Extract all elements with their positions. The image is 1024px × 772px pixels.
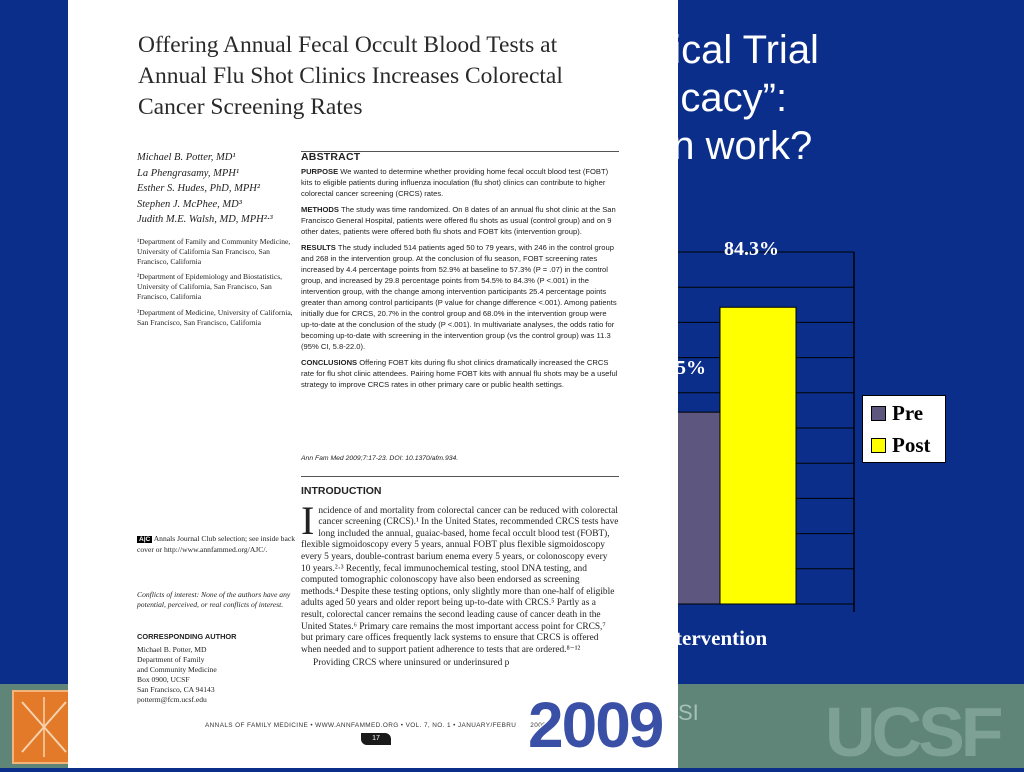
- abstract-methods: METHODS The study was time randomized. O…: [301, 204, 619, 237]
- legend-label-post: Post: [892, 432, 931, 457]
- citation: Ann Fam Med 2009;7:17-23. DOI: 10.1370/a…: [301, 455, 459, 462]
- purpose-label: PURPOSE: [301, 167, 339, 176]
- left-logo-icon: [12, 690, 76, 764]
- legend-label-pre: Pre: [892, 400, 924, 425]
- author-list: Michael B. Potter, MD¹ La Phengrasamy, M…: [137, 150, 297, 228]
- corresponding-author: CORRESPONDING AUTHOR Michael B. Potter, …: [137, 632, 297, 705]
- results-text: The study included 514 patients aged 50 …: [301, 243, 617, 351]
- ucsf-logo: UCSF: [825, 693, 1004, 771]
- legend-swatch-pre: [871, 405, 886, 421]
- abstract-results: RESULTS The study included 514 patients …: [301, 242, 619, 352]
- footer-tag: SI: [678, 700, 699, 725]
- abstract-purpose: PURPOSE We wanted to determine whether p…: [301, 166, 619, 199]
- intro-heading: INTRODUCTION: [301, 485, 382, 497]
- purpose-text: We wanted to determine whether providing…: [301, 167, 609, 198]
- affiliation: ¹Department of Family and Community Medi…: [137, 237, 291, 266]
- ajc-badge-icon: A|C: [137, 536, 153, 543]
- conclusions-text: Offering FOBT kits during flu shot clini…: [301, 358, 618, 389]
- drop-cap: I: [301, 497, 315, 543]
- author: Michael B. Potter, MD¹: [137, 152, 236, 163]
- methods-label: METHODS: [301, 205, 339, 214]
- article-title: Offering Annual Fecal Occult Blood Tests…: [138, 32, 563, 120]
- journal-club-note: A|C Annals Journal Club selection; see i…: [137, 534, 297, 555]
- bar-post: [719, 306, 797, 605]
- author: Stephen J. McPhee, MD³: [137, 198, 242, 210]
- page-number: 17: [361, 733, 391, 745]
- journal-club-text: Annals Journal Club selection; see insid…: [137, 534, 295, 554]
- affiliation: ³Department of Medicine, University of C…: [137, 308, 293, 327]
- year-overlay: 2009: [528, 689, 664, 761]
- journal-article-page: Offering Annual Fecal Occult Blood Tests…: [68, 0, 678, 768]
- conflicts-note: Conflicts of interest: None of the autho…: [137, 590, 291, 609]
- abstract-conclusions: CONCLUSIONS Offering FOBT kits during fl…: [301, 357, 619, 390]
- bar-chart: [640, 238, 900, 668]
- intro-text: ncidence of and mortality from colorecta…: [301, 505, 619, 655]
- journal-footer: ANNALS OF FAMILY MEDICINE • WWW.ANNFAMME…: [205, 722, 546, 729]
- data-label-pre: 5%: [676, 357, 706, 379]
- x-axis-label: tervention: [675, 626, 768, 650]
- abstract-rule: [301, 151, 619, 152]
- chart-legend: Pre Post: [862, 395, 946, 463]
- legend-swatch-post: [871, 437, 886, 453]
- affiliation: ²Department of Epidemiology and Biostati…: [137, 272, 283, 301]
- footer-text: ANNALS OF FAMILY MEDICINE • WWW.ANNFAMME…: [205, 722, 517, 729]
- results-label: RESULTS: [301, 243, 336, 252]
- corr-details: Michael B. Potter, MD Department of Fami…: [137, 645, 217, 704]
- legend-item-post: Post: [871, 432, 931, 458]
- intro-rule: [301, 476, 619, 477]
- author: La Phengrasamy, MPH¹: [137, 167, 240, 179]
- chart-svg: [640, 251, 855, 612]
- corr-heading: CORRESPONDING AUTHOR: [137, 632, 237, 641]
- intro-tail: Providing CRCS where uninsured or underi…: [313, 658, 510, 669]
- conclusions-label: CONCLUSIONS: [301, 358, 358, 367]
- footer-year: 2009: [530, 722, 547, 729]
- legend-item-pre: Pre: [871, 400, 923, 426]
- data-label-post: 84.3%: [724, 238, 779, 260]
- methods-text: The study was time randomized. On 8 date…: [301, 205, 616, 236]
- author: Judith M.E. Walsh, MD, MPH²·³: [137, 214, 273, 225]
- abstract: ABSTRACT PURPOSE We wanted to determine …: [301, 152, 619, 395]
- author: Esther S. Hudes, PhD, MPH²: [137, 183, 261, 194]
- abstract-heading: ABSTRACT: [301, 151, 361, 163]
